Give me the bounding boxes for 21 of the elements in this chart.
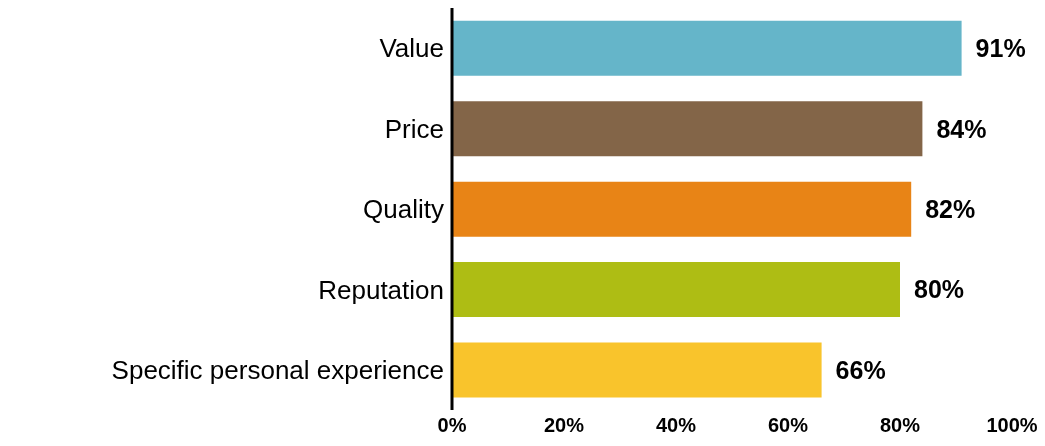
data-label: 82% [925, 194, 976, 223]
bar [452, 181, 912, 237]
data-label: 91% [975, 34, 1026, 63]
y-tick-label: Value [379, 33, 444, 64]
x-tick-label: 0% [437, 414, 467, 437]
x-tick-label: 60% [767, 414, 809, 437]
y-tick-label: Reputation [318, 274, 444, 305]
x-tick-label: 40% [655, 414, 697, 437]
x-tick-label: 80% [879, 414, 921, 437]
y-tick-label: Price [384, 113, 444, 144]
bar [452, 101, 923, 157]
x-tick-label: 100% [986, 414, 1038, 437]
data-label: 84% [936, 114, 987, 143]
y-tick-label: Quality [363, 194, 444, 225]
bar [452, 262, 900, 318]
data-label: 80% [914, 275, 965, 304]
bar [452, 342, 822, 398]
x-tick-label: 20% [543, 414, 585, 437]
y-tick-label: Specific personal experience [111, 355, 444, 386]
data-label: 66% [835, 355, 886, 384]
bar [452, 20, 962, 76]
